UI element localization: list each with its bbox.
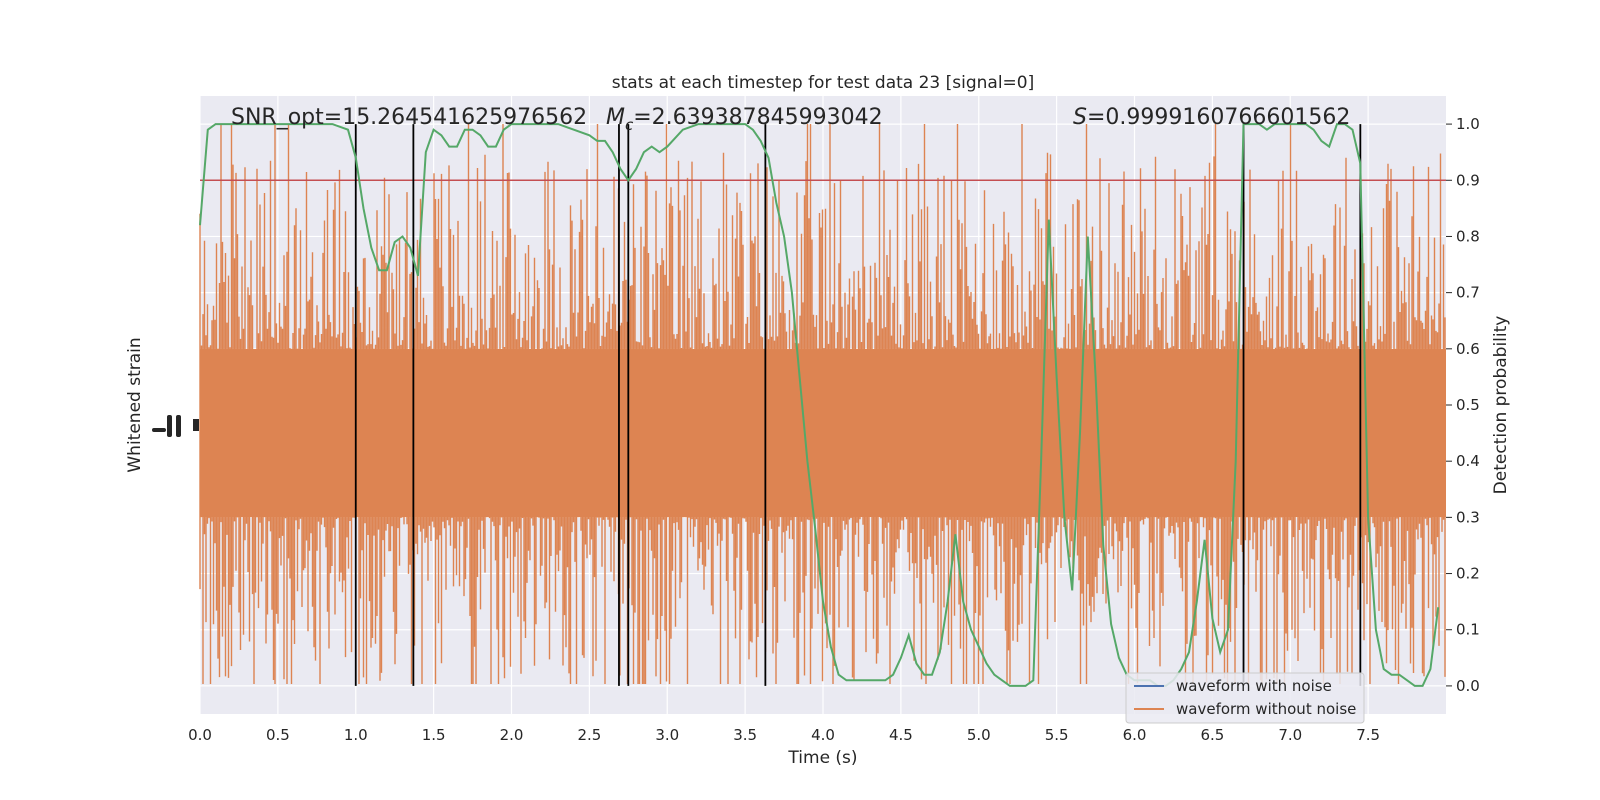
chirp-mass-subscript: c [625, 116, 634, 134]
legend-label-with-noise: waveform with noise [1176, 677, 1332, 695]
x-tick-label: 6.0 [1123, 726, 1147, 744]
x-tick-label: 1.5 [422, 726, 446, 744]
s-annotation: S=0.9999160766601562 [1073, 105, 1350, 130]
y-tick-label: 0.4 [1456, 452, 1480, 470]
chirp-mass-annotation: Mc=2.639387845993042 [606, 105, 883, 134]
x-tick-label: 0.0 [188, 726, 212, 744]
y-tick-label: 1.0 [1456, 115, 1480, 133]
y-tick-label: 0.9 [1456, 171, 1480, 189]
left-axis-glyph [152, 415, 199, 437]
chirp-mass-value: =2.639387845993042 [633, 105, 882, 130]
x-tick-label: 5.5 [1045, 726, 1069, 744]
left-axis-glyph-bar-2 [176, 415, 181, 437]
y-tick-label: 0.0 [1456, 677, 1480, 695]
y-tick-label: 0.7 [1456, 284, 1480, 302]
chirp-mass-symbol: M [606, 105, 625, 130]
left-axis-glyph-bar-1 [167, 415, 172, 437]
x-tick-label: 4.0 [811, 726, 835, 744]
legend-label-without-noise: waveform without noise [1176, 700, 1356, 718]
x-tick-label: 3.0 [655, 726, 679, 744]
detection-probability-series [199, 123, 1440, 687]
x-tick-label: 3.5 [733, 726, 757, 744]
y-tick-label: 0.2 [1456, 565, 1480, 583]
noise-spikes [199, 124, 1446, 684]
x-tick-labels: 0.0 0.5 1.0 1.5 2.0 2.5 3.0 3.5 4.0 4.5 5.0 5.5 6.0 6… [188, 726, 1380, 744]
x-tick-label: 4.5 [889, 726, 913, 744]
s-symbol: S [1073, 105, 1087, 130]
snr-annotation: SNR_opt=15.264541625976562 [231, 105, 587, 130]
x-tick-label: 7.5 [1356, 726, 1380, 744]
left-axis-glyph-dash [152, 428, 166, 432]
left-axis-label: Whitened strain [125, 337, 145, 472]
y-tick-label: 0.1 [1456, 621, 1480, 639]
x-tick-label: 5.0 [967, 726, 991, 744]
y-tick-label: 0.6 [1456, 340, 1480, 358]
s-value: =0.9999160766601562 [1087, 105, 1350, 130]
x-tick-label: 7.0 [1278, 726, 1302, 744]
x-tick-label: 1.0 [344, 726, 368, 744]
legend-box [1125, 672, 1365, 724]
y-tick-label: 0.5 [1456, 396, 1480, 414]
left-axis-glyph-bar-3 [193, 419, 199, 431]
legend: waveform with noise waveform without noi… [1125, 672, 1365, 724]
x-tick-label: 2.0 [500, 726, 524, 744]
y-tick-labels: 0.0 0.1 0.2 0.3 0.4 0.5 0.6 0.7 0.8 0.9 1.0 [1446, 115, 1480, 695]
chart-title: stats at each timestep for test data 23 … [612, 73, 1035, 93]
x-axis-label: Time (s) [787, 748, 857, 768]
vertical-markers [354, 124, 1362, 686]
y-tick-label: 0.3 [1456, 508, 1480, 526]
x-tick-label: 2.5 [577, 726, 601, 744]
x-tick-label: 6.5 [1200, 726, 1224, 744]
right-axis-label: Detection probability [1491, 316, 1511, 495]
x-tick-label: 0.5 [266, 726, 290, 744]
y-tick-label: 0.8 [1456, 227, 1480, 245]
